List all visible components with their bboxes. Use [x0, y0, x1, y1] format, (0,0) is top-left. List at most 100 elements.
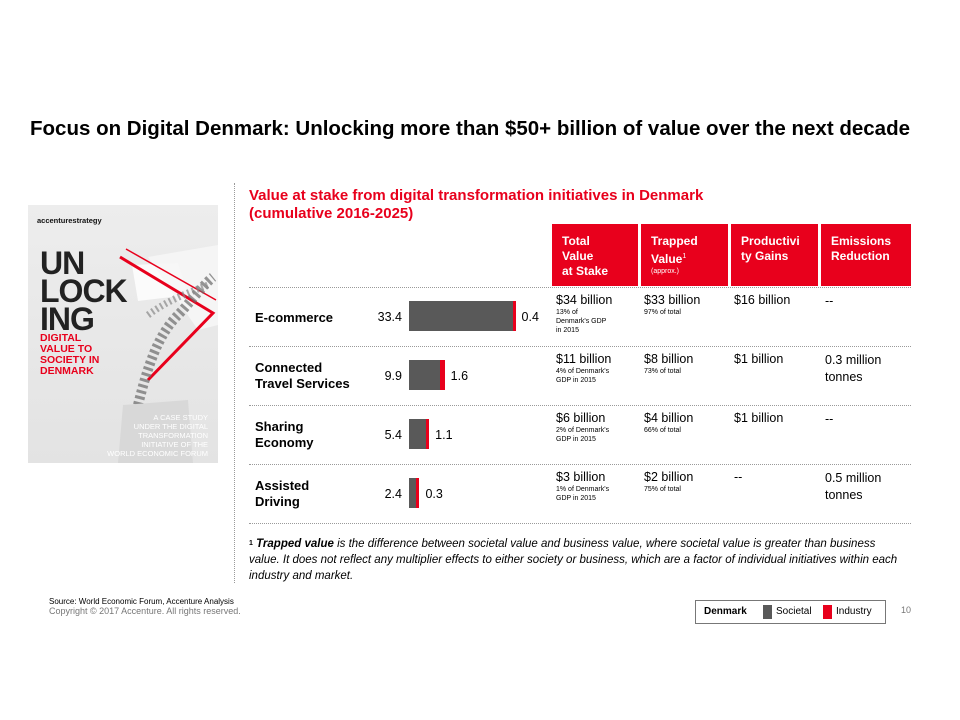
- header-text: Reduction: [831, 249, 890, 263]
- header-note: (approx.): [651, 268, 680, 275]
- total-value-cell: $3 billion 1% of Denmark's GDP in 2015: [556, 470, 609, 503]
- header-trapped-value: Trapped Value1 (approx.): [641, 224, 728, 286]
- header-total-value: Total Value at Stake: [552, 224, 638, 286]
- total-value-cell: $6 billion 2% of Denmark's GDP in 2015: [556, 411, 609, 444]
- industry-bar: [512, 301, 516, 331]
- row-label-line: Driving: [255, 494, 300, 509]
- trapped-value-note: 75% of total: [644, 486, 681, 493]
- row-divider: [249, 405, 911, 406]
- trapped-value: $33 billion: [644, 293, 701, 307]
- row-divider: [249, 523, 911, 524]
- societal-value-label: 2.4: [384, 487, 402, 501]
- trapped-value-cell: $33 billion 97% of total: [644, 293, 700, 317]
- societal-bar: [409, 478, 417, 508]
- total-value: $11 billion: [556, 352, 612, 366]
- emissions-line: tonnes: [825, 370, 863, 384]
- cover-case-line: A CASE STUDY: [153, 413, 208, 422]
- row-label-line: Connected: [255, 360, 323, 375]
- total-value-note: 2% of Denmark's GDP in 2015: [556, 426, 609, 444]
- note-line: 4% of Denmark's: [556, 368, 610, 375]
- total-value-cell: $34 billion 13% of Denmark's GDP in 2015: [556, 293, 612, 335]
- chart-subtitle: Value at stake from digital transformati…: [249, 187, 703, 223]
- header-text: Emissions: [831, 234, 892, 248]
- footnote-text: is the difference between societal value…: [249, 538, 898, 582]
- societal-value-label: 5.4: [384, 428, 402, 442]
- industry-value-label: 0.3: [425, 487, 443, 501]
- cover-case-line: TRANSFORMATION: [138, 431, 208, 440]
- emissions-line: tonnes: [825, 488, 863, 502]
- cover-brand: accenturestrategy: [37, 216, 102, 225]
- trapped-value: $4 billion: [644, 411, 694, 425]
- header-text: Trapped: [651, 234, 698, 248]
- value-bar: [409, 419, 430, 449]
- value-bar: [409, 478, 420, 508]
- note-line: GDP in 2015: [556, 495, 596, 502]
- total-value-note: 1% of Denmark's GDP in 2015: [556, 485, 609, 503]
- productivity-gains-cell: --: [734, 470, 743, 484]
- total-value-cell: $11 billion 4% of Denmark's GDP in 2015: [556, 352, 611, 385]
- copyright: Copyright © 2017 Accenture. All rights r…: [49, 606, 241, 616]
- cover-red-line: VALUE TO: [40, 343, 93, 355]
- societal-bar: [409, 360, 440, 390]
- legend-label-societal: Societal: [776, 606, 812, 617]
- note-line: 13% of: [556, 309, 578, 316]
- note-line: GDP in 2015: [556, 377, 596, 384]
- industry-bar: [439, 360, 445, 390]
- trapped-value-cell: $2 billion 75% of total: [644, 470, 693, 494]
- total-value: $34 billion: [556, 293, 613, 307]
- emissions-reduction-cell: 0.3 million tonnes: [825, 352, 881, 386]
- header-text: Value: [651, 252, 683, 266]
- societal-value-label: 33.4: [377, 310, 402, 324]
- cover-case-line: WORLD ECONOMIC FORUM: [107, 449, 208, 458]
- note-line: in 2015: [556, 327, 579, 334]
- report-cover: accenturestrategy UN LOCK ING DIGITAL VA…: [28, 205, 218, 463]
- row-label-line: E-commerce: [255, 310, 334, 325]
- row-label: E-commerce: [255, 310, 333, 326]
- legend-swatch-industry: [823, 605, 832, 619]
- row-divider: [249, 464, 911, 465]
- note-line: 2% of Denmark's: [556, 427, 610, 434]
- productivity-gains-cell: $16 billion: [734, 293, 791, 307]
- row-label: Sharing Economy: [255, 419, 314, 451]
- cover-case-line: INITIATIVE OF THE: [141, 440, 208, 449]
- page-title: Focus on Digital Denmark: Unlocking more…: [30, 117, 910, 140]
- footnote-marker: 1: [249, 540, 253, 547]
- page-number: 10: [901, 605, 912, 615]
- header-text: Value: [562, 249, 594, 263]
- legend-swatch-societal: [763, 605, 772, 619]
- row-label: Connected Travel Services: [255, 360, 350, 392]
- emissions-line: --: [825, 294, 834, 308]
- row-label-line: Sharing: [255, 419, 304, 434]
- note-line: 1% of Denmark's: [556, 486, 610, 493]
- cover-red-line: DIGITAL: [40, 332, 82, 344]
- emissions-line: --: [825, 412, 834, 426]
- total-value-note: 13% of Denmark's GDP in 2015: [556, 308, 612, 335]
- source-note: Source: World Economic Forum, Accenture …: [49, 597, 234, 606]
- industry-bar: [416, 478, 420, 508]
- industry-bar: [425, 419, 430, 449]
- societal-bar: [409, 419, 426, 449]
- header-text: Total: [562, 234, 590, 248]
- cover-case-line: UNDER THE DIGITAL: [133, 422, 208, 431]
- legend-title: Denmark: [704, 606, 747, 617]
- trapped-value-note: 73% of total: [644, 368, 681, 375]
- cover-red-line: SOCIETY IN: [40, 354, 100, 366]
- note-line: GDP in 2015: [556, 436, 596, 443]
- trapped-value: $2 billion: [644, 470, 694, 484]
- header-text: at Stake: [562, 264, 609, 278]
- value-bar: [409, 360, 445, 390]
- cover-red-title: DIGITAL VALUE TO SOCIETY IN DENMARK: [40, 333, 99, 377]
- cover-case-study-text: A CASE STUDY UNDER THE DIGITAL TRANSFORM…: [107, 413, 208, 458]
- header-text: Productivi: [741, 234, 800, 248]
- cover-headline: UN LOCK ING: [40, 247, 128, 335]
- cover-headline-line: LOCK: [40, 273, 128, 309]
- total-value-note: 4% of Denmark's GDP in 2015: [556, 367, 611, 385]
- trapped-value-cell: $8 billion 73% of total: [644, 352, 693, 376]
- trapped-value: $8 billion: [644, 352, 694, 366]
- trapped-value-note: 66% of total: [644, 427, 681, 434]
- header-productivity-gains: Productivi ty Gains: [731, 224, 818, 286]
- vertical-divider: [234, 183, 235, 583]
- emissions-line: 0.5 million: [825, 471, 882, 485]
- footnote-marker: 1: [682, 253, 687, 260]
- header-text: ty Gains: [741, 249, 789, 263]
